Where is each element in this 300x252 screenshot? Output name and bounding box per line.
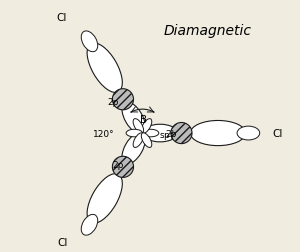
- Ellipse shape: [81, 32, 98, 52]
- Ellipse shape: [190, 121, 246, 146]
- Text: 2p: 2p: [107, 98, 118, 107]
- Ellipse shape: [87, 174, 122, 223]
- Text: B: B: [140, 115, 147, 125]
- Ellipse shape: [122, 133, 145, 165]
- Text: Cl: Cl: [272, 129, 282, 139]
- Ellipse shape: [237, 127, 260, 140]
- Text: 2p: 2p: [112, 160, 124, 169]
- Ellipse shape: [87, 44, 122, 93]
- Ellipse shape: [141, 133, 152, 148]
- Ellipse shape: [141, 119, 152, 134]
- Circle shape: [112, 89, 134, 110]
- Text: sp$^2$: sp$^2$: [159, 128, 175, 142]
- Ellipse shape: [81, 214, 98, 235]
- Ellipse shape: [133, 133, 144, 148]
- Ellipse shape: [142, 125, 178, 142]
- Ellipse shape: [126, 130, 142, 137]
- Ellipse shape: [122, 103, 145, 134]
- Text: 2p: 2p: [166, 129, 177, 138]
- Text: 120°: 120°: [93, 129, 114, 138]
- Text: Cl: Cl: [56, 13, 67, 23]
- Circle shape: [112, 157, 134, 178]
- Text: Diamagnetic: Diamagnetic: [164, 24, 252, 38]
- Ellipse shape: [142, 130, 159, 137]
- Ellipse shape: [133, 119, 144, 134]
- Text: Cl: Cl: [57, 237, 68, 247]
- Circle shape: [171, 123, 192, 144]
